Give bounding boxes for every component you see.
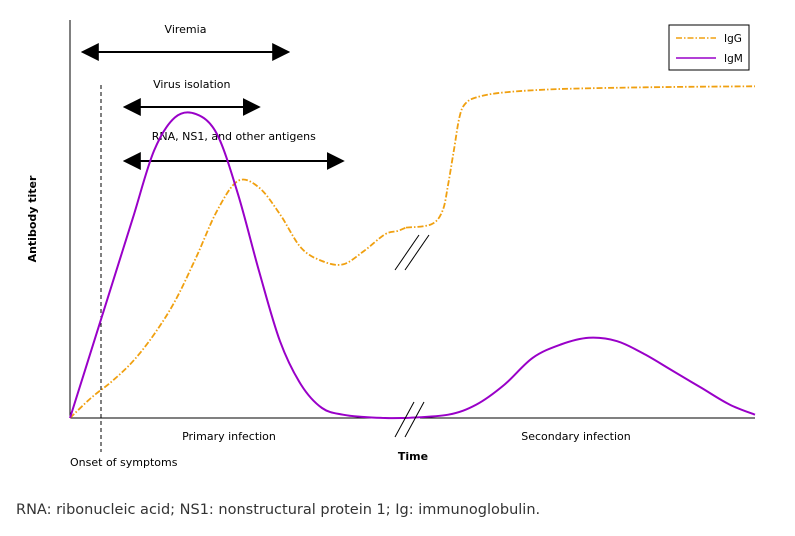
range-arrow-label-2: Virus isolation	[153, 78, 230, 91]
range-arrow-label-3: RNA, NS1, and other antigens	[152, 130, 316, 143]
primary-infection-label: Primary infection	[182, 430, 276, 443]
igg-curve-segment-2	[405, 85, 756, 229]
axis-break-upper	[394, 234, 430, 271]
x-axis-label: Time	[398, 450, 428, 463]
secondary-infection-label: Secondary infection	[521, 430, 631, 443]
legend-igm-label: IgM	[724, 53, 743, 65]
arrows-layer: Viremia Virus isolation RNA, NS1, and othe…	[80, 23, 345, 170]
igm-curve-segment-1	[69, 111, 407, 420]
legend-box	[668, 24, 750, 71]
axis-break-lower	[394, 401, 425, 438]
igm-curve-segment-2	[405, 336, 756, 419]
igg-curve-segment-1	[69, 178, 407, 419]
legend: IgG IgM	[668, 24, 750, 71]
onset-label: Onset of symptoms	[70, 456, 178, 469]
curves-layer	[69, 85, 756, 420]
figure-caption: RNA: ribonucleic acid; NS1: nonstructura…	[16, 502, 541, 518]
y-axis-label: Antibody titer	[26, 175, 39, 262]
range-arrow-label-1: Viremia	[165, 23, 207, 36]
legend-igg-label: IgG	[724, 33, 742, 45]
